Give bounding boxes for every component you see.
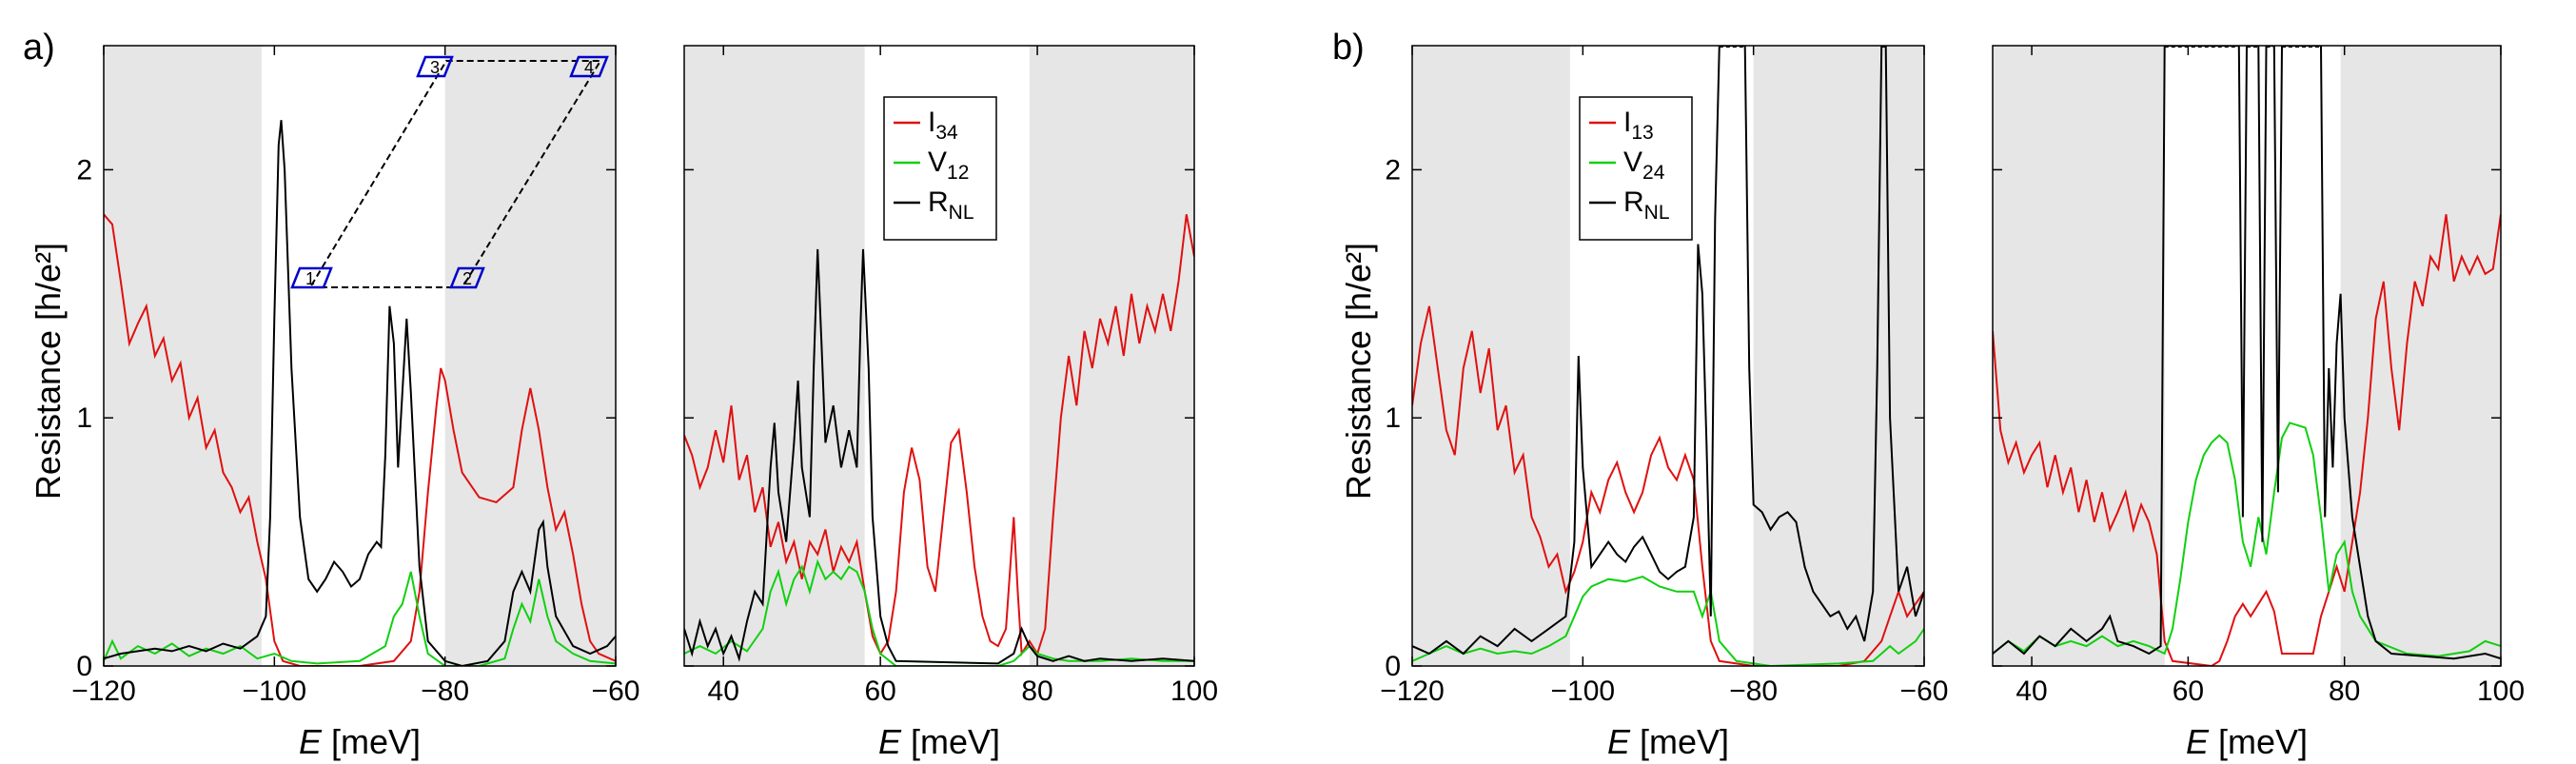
contact-4: 4 [569, 55, 609, 78]
legend-b-entry-0: I13 [1623, 107, 1654, 144]
legend-a-entry-2: RNL [928, 186, 974, 224]
y-tick-label-b-left-0: 0 [1385, 651, 1401, 682]
axes-frame-b-left [1411, 45, 1925, 667]
plot-a-right: 40 60 80 100 E [meV] [683, 45, 1218, 761]
series-V12-a-right [684, 558, 1194, 666]
shaded-region-a-right-1 [1029, 46, 1194, 666]
y-tick-label-a-left-1: 1 [76, 402, 92, 434]
shaded-region-a-left-0 [104, 46, 262, 666]
inset-parallelogram [308, 60, 602, 288]
legend-a-box [883, 96, 997, 241]
y-tick-label-a-left-2: 2 [76, 154, 92, 186]
contact-2-label: 2 [462, 269, 472, 288]
x-axis-label-a-left: E [meV] [299, 722, 421, 761]
series-V24-b-left [1412, 576, 1924, 666]
y-tick-label-a-left-0: 0 [76, 651, 92, 682]
series-RNL-b-right [1993, 46, 2501, 660]
legend-b-entry-2: RNL [1623, 186, 1670, 224]
y-axis-label-b: Resistance [h/e²] [1339, 243, 1378, 500]
contact-1: 1 [290, 266, 333, 289]
contact-1-label: 1 [305, 269, 315, 288]
shaded-region-a-left-1 [444, 46, 616, 666]
shaded-region-b-left-1 [1753, 46, 1924, 666]
x-tick-label-b-right-100: 100 [2477, 676, 2525, 707]
y-tick-label-b-left-1: 1 [1385, 402, 1401, 434]
shaded-region-b-right-0 [1993, 46, 2165, 666]
x-tick-label-b-left--120: −120 [1380, 676, 1445, 707]
panel-label-b: b) [1332, 28, 1365, 68]
x-tick-label-b-right-40: 40 [2016, 676, 2047, 707]
contact-3-label: 3 [430, 58, 440, 77]
x-tick-label-b-right-60: 60 [2173, 676, 2204, 707]
series-I13-b-right [1993, 214, 2501, 666]
x-tick-label-b-left--60: −60 [1900, 676, 1949, 707]
legend-a-entry-1: V12 [928, 147, 969, 184]
series-RNL-a-left [104, 120, 616, 666]
x-tick-label-a-right-60: 60 [864, 676, 895, 707]
x-tick-label-b-left--100: −100 [1551, 676, 1616, 707]
plot-b-right: 40 60 80 100 E [meV] [1992, 45, 2525, 761]
shaded-region-b-left-0 [1412, 46, 1570, 666]
x-axis-label-b-left: E [meV] [1607, 722, 1729, 761]
series-RNL-a-right [684, 248, 1194, 665]
x-axis-label-b-right: E [meV] [2186, 722, 2308, 761]
x-tick-label-b-right-80: 80 [2329, 676, 2360, 707]
series-I34-a-right [684, 214, 1194, 657]
contact-4-label: 4 [584, 58, 594, 77]
x-tick-label-a-left--60: −60 [592, 676, 640, 707]
legend-b-box [1579, 96, 1693, 241]
panel-label-a: a) [23, 28, 55, 68]
contact-2: 2 [449, 266, 485, 289]
legend-b-entry-1: V24 [1623, 147, 1665, 184]
series-V24-b-right [1993, 421, 2501, 657]
shaded-region-b-right-1 [2340, 46, 2501, 666]
x-tick-label-a-left--100: −100 [243, 676, 307, 707]
axes-frame-a-right [683, 45, 1195, 667]
y-axis-label-a: Resistance [h/e²] [29, 243, 68, 500]
sample-geometry-inset: 1 2 3 4 [290, 55, 609, 289]
axes-frame-a-left [103, 45, 617, 667]
x-tick-label-a-right-80: 80 [1021, 676, 1052, 707]
shaded-region-a-right-0 [684, 46, 865, 666]
series-I34-a-left [104, 213, 616, 666]
contact-3: 3 [416, 55, 454, 78]
x-tick-label-a-right-40: 40 [708, 676, 739, 707]
series-I13-b-left [1412, 305, 1924, 666]
plot-a-left: −120 −100 −80 −60 0 1 2 E [meV] [71, 45, 640, 761]
plot-b-left: −120 −100 −80 −60 0 1 2 E [meV] [1380, 45, 1949, 761]
x-tick-label-b-left--80: −80 [1729, 676, 1778, 707]
axes-frame-b-right [1992, 45, 2502, 667]
x-tick-label-a-left--80: −80 [421, 676, 469, 707]
series-RNL-b-left [1412, 46, 1924, 656]
legend-a-entry-0: I34 [928, 107, 958, 144]
y-tick-label-b-left-2: 2 [1385, 154, 1401, 186]
series-V12-a-left [104, 571, 616, 666]
x-tick-label-a-right-100: 100 [1170, 676, 1218, 707]
x-axis-label-a-right: E [meV] [878, 722, 1000, 761]
x-tick-label-a-left--120: −120 [71, 676, 136, 707]
